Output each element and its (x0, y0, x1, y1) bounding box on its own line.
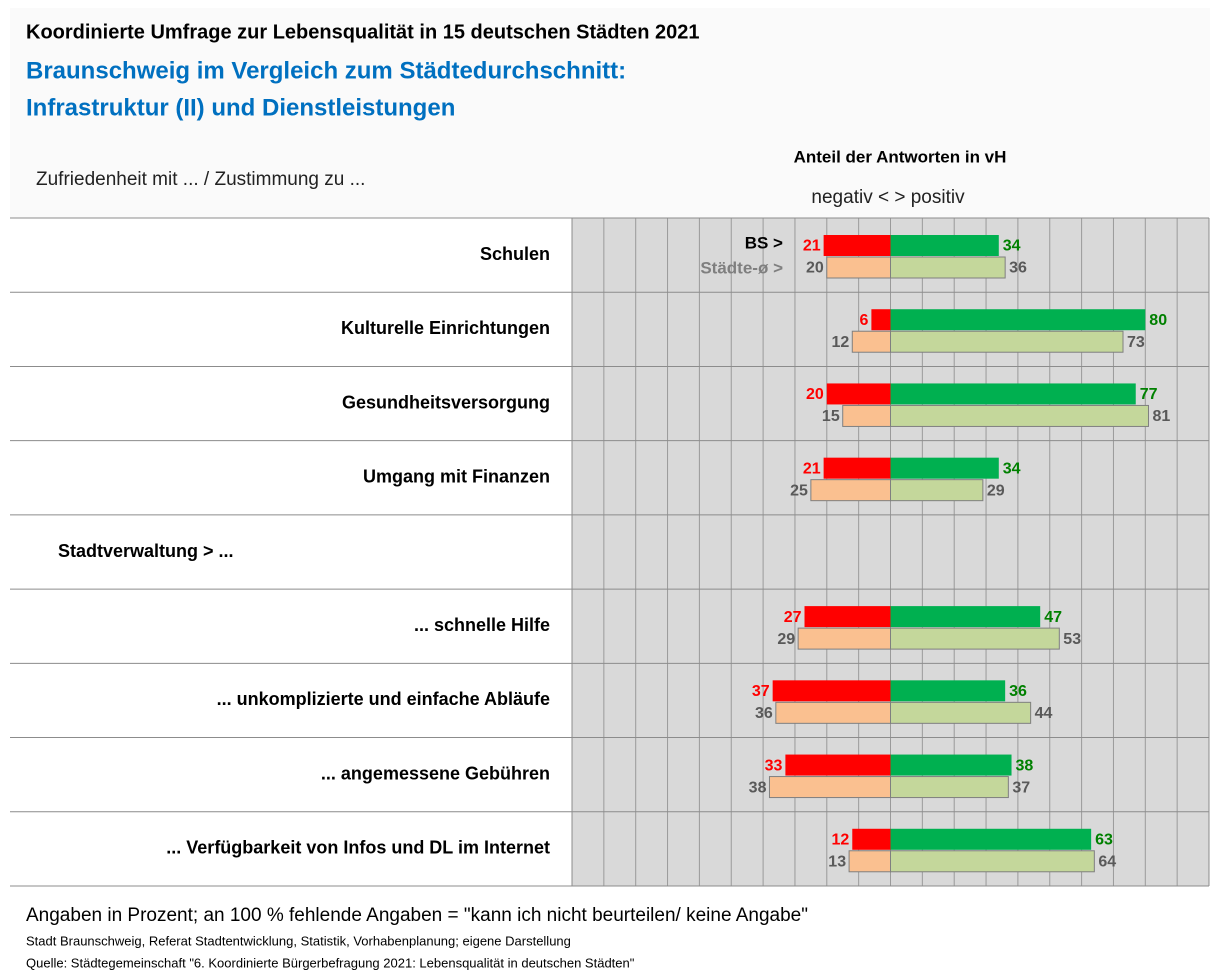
negative-bar (826, 256, 891, 279)
negative-value-label: 6 (859, 312, 868, 329)
positive-value-label: 36 (1009, 260, 1027, 277)
chart-title: Koordinierte Umfrage zur Lebensqualität … (26, 21, 700, 43)
negative-bar (842, 404, 891, 427)
value-header: Anteil der Antworten in vH (794, 147, 1007, 166)
negative-bar (768, 776, 891, 799)
legend-label: Städte-ø > (700, 258, 783, 277)
negative-bar (852, 828, 891, 850)
negative-bar (797, 627, 892, 650)
row-label: ... angemessene Gebühren (321, 763, 550, 783)
row-label: Stadtverwaltung > ... (58, 541, 234, 561)
positive-value-label: 77 (1140, 386, 1158, 403)
negative-bar (848, 850, 891, 873)
negative-value-label: 33 (765, 757, 783, 774)
negative-value-label: 25 (790, 482, 808, 499)
legend-label: BS > (745, 233, 783, 252)
positive-value-label: 47 (1044, 609, 1062, 626)
positive-value-label: 63 (1095, 831, 1113, 848)
positive-bar (890, 330, 1124, 353)
positive-bar (890, 457, 999, 479)
positive-value-label: 44 (1035, 705, 1053, 722)
positive-bar (890, 235, 999, 256)
negative-value-label: 12 (831, 334, 849, 351)
positive-value-label: 34 (1003, 238, 1021, 255)
row-label: Schulen (480, 244, 550, 264)
positive-bar (890, 309, 1146, 331)
negative-value-label: 29 (777, 631, 795, 648)
negative-value-label: 21 (803, 238, 821, 255)
positive-bar (890, 606, 1041, 628)
positive-value-label: 73 (1127, 334, 1145, 351)
negative-bar (823, 235, 891, 256)
positive-bar (890, 850, 1095, 873)
positive-bar (890, 701, 1032, 724)
positive-bar (890, 828, 1092, 850)
negative-value-label: 21 (803, 460, 821, 477)
negative-value-label: 13 (828, 853, 846, 870)
chart-subtitle: Braunschweig im Vergleich zum Städtedurc… (26, 57, 626, 84)
direction-label: negativ < > positiv (811, 187, 965, 208)
row-label: ... unkomplizierte und einfache Abläufe (217, 689, 550, 709)
negative-bar (785, 754, 891, 776)
positive-value-label: 64 (1098, 853, 1116, 870)
positive-bar (890, 680, 1006, 702)
negative-value-label: 12 (831, 831, 849, 848)
row-label: Umgang mit Finanzen (363, 467, 550, 487)
positive-bar (890, 383, 1136, 405)
negative-bar (823, 457, 891, 479)
row-label: Gesundheitsversorgung (342, 392, 550, 412)
negative-bar (851, 330, 892, 353)
label-column (10, 218, 572, 886)
negative-bar (775, 701, 892, 724)
negative-bar (826, 383, 891, 405)
row-label: Kulturelle Einrichtungen (341, 318, 550, 338)
positive-bar (890, 404, 1149, 427)
negative-bar (871, 309, 891, 331)
positive-bar (890, 479, 984, 502)
row-header: Zufriedenheit mit ... / Zustimmung zu ..… (36, 169, 365, 190)
note: Angaben in Prozent; an 100 % fehlende An… (26, 905, 808, 926)
negative-bar (810, 479, 891, 502)
chart-subtitle: Infrastruktur (II) und Dienstleistungen (26, 94, 455, 121)
positive-value-label: 53 (1063, 631, 1081, 648)
positive-value-label: 29 (987, 482, 1005, 499)
positive-bar (890, 627, 1060, 650)
negative-value-label: 27 (784, 609, 802, 626)
positive-bar (890, 754, 1012, 776)
negative-value-label: 20 (806, 260, 824, 277)
negative-value-label: 20 (806, 386, 824, 403)
negative-value-label: 15 (822, 408, 840, 425)
negative-value-label: 38 (749, 779, 767, 796)
negative-value-label: 36 (755, 705, 773, 722)
positive-value-label: 81 (1152, 408, 1170, 425)
row-label: ... Verfügbarkeit von Infos und DL im In… (166, 838, 550, 858)
row-label: ... schnelle Hilfe (414, 615, 550, 635)
negative-value-label: 37 (752, 683, 770, 700)
positive-value-label: 36 (1009, 683, 1027, 700)
positive-value-label: 34 (1003, 460, 1021, 477)
note: Stadt Braunschweig, Referat Stadtentwick… (26, 933, 571, 948)
note: Quelle: Städtegemeinschaft "6. Koordinie… (26, 955, 635, 970)
positive-bar (890, 776, 1009, 799)
positive-value-label: 37 (1012, 779, 1030, 796)
positive-value-label: 38 (1016, 757, 1034, 774)
negative-bar (772, 680, 891, 702)
negative-bar (804, 606, 891, 628)
positive-value-label: 80 (1149, 312, 1167, 329)
header-background (10, 8, 1210, 218)
positive-bar (890, 256, 1006, 279)
